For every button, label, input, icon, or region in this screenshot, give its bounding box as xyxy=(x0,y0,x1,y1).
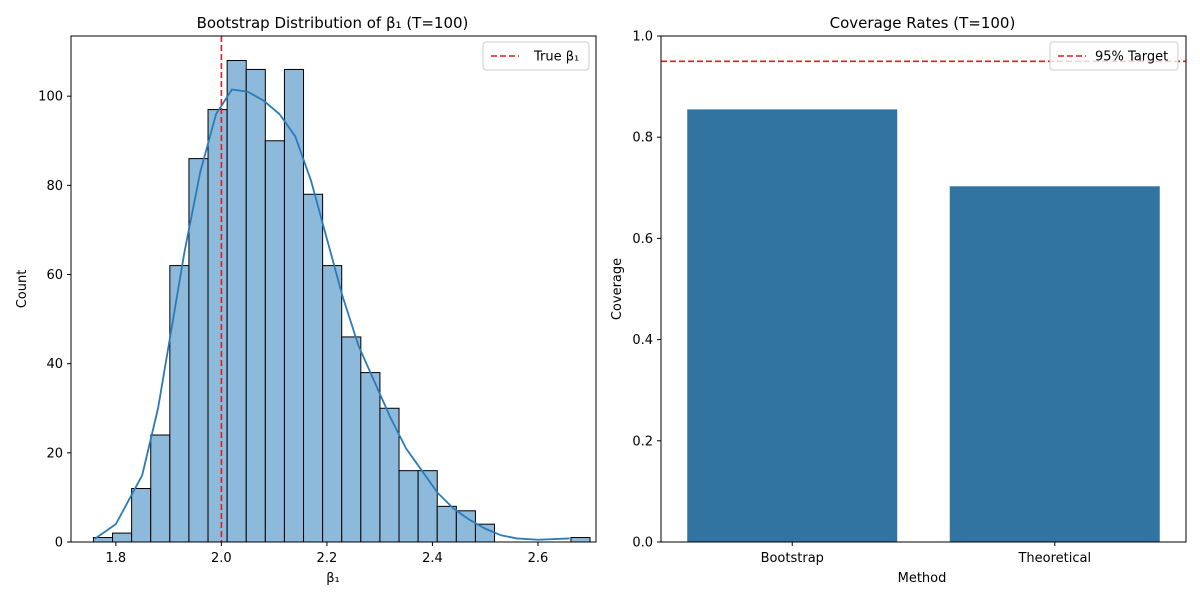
histogram-bar xyxy=(283,68,305,543)
x-tick-label: 2.0 xyxy=(211,551,232,566)
coverage-x-label: Method xyxy=(898,571,947,586)
histogram-bar xyxy=(322,265,343,543)
y-tick-label: 20 xyxy=(46,446,63,461)
coverage-title: Coverage Rates (T=100) xyxy=(830,14,1016,32)
coverage-legend-box xyxy=(1049,41,1179,71)
y-tick-label: 40 xyxy=(46,357,63,372)
histogram-bar xyxy=(245,68,266,543)
histogram-legend-label: True β₁ xyxy=(533,50,579,65)
y-tick-label: 0.6 xyxy=(632,232,653,247)
histogram-bar xyxy=(398,470,419,543)
x-tick-label: 1.8 xyxy=(106,551,127,566)
coverage-bar xyxy=(949,186,1160,543)
y-tick-label: 0 xyxy=(55,536,63,551)
histogram-bar xyxy=(112,532,133,543)
x-tick-label: 2.2 xyxy=(317,551,338,566)
histogram-x-ticks: 1.8 2.0 2.2 2.4 2.6 xyxy=(106,542,549,566)
coverage-legend: 95% Target xyxy=(1049,41,1179,71)
histogram-bar xyxy=(341,336,362,543)
histogram-bar xyxy=(264,140,285,543)
histogram-bar xyxy=(226,60,247,543)
y-tick-label: 100 xyxy=(38,90,63,105)
histogram-bar xyxy=(436,505,457,543)
coverage-axes-frame xyxy=(660,35,1187,543)
y-tick-label: 0.4 xyxy=(632,333,653,348)
coverage-y-ticks: 0.0 0.2 0.4 0.6 0.8 1.0 xyxy=(632,30,661,551)
histogram-title: Bootstrap Distribution of β₁ (T=100) xyxy=(197,14,469,32)
histogram-bars xyxy=(92,60,591,543)
y-tick-label: 0.8 xyxy=(632,131,653,146)
coverage-chart: Coverage Rates (T=100) Bootstrap Theoreti… xyxy=(610,14,1187,586)
x-tick-label: 2.6 xyxy=(528,551,549,566)
histogram-y-ticks: 0 20 40 60 80 100 xyxy=(38,90,71,551)
histogram-y-label: Count xyxy=(15,270,30,309)
histogram-x-label: β₁ xyxy=(326,571,340,586)
coverage-y-label: Coverage xyxy=(610,258,625,320)
coverage-legend-label: 95% Target xyxy=(1095,50,1168,65)
histogram-legend-box xyxy=(482,41,590,71)
histogram-bar xyxy=(455,510,476,543)
histogram-bar xyxy=(207,109,228,543)
histogram-axes-frame xyxy=(70,35,597,543)
x-tick-label: Theoretical xyxy=(1017,551,1091,566)
histogram-bar xyxy=(360,372,381,543)
histogram-bar xyxy=(150,434,171,543)
y-tick-label: 0.0 xyxy=(632,536,653,551)
coverage-x-ticks: Bootstrap Theoretical xyxy=(761,542,1091,566)
histogram-bar xyxy=(169,265,190,543)
histogram-bar xyxy=(131,488,152,543)
y-tick-label: 1.0 xyxy=(632,30,653,45)
histogram-bar xyxy=(474,523,496,543)
histogram-bar xyxy=(303,193,324,543)
y-tick-label: 0.2 xyxy=(632,434,653,449)
histogram-bar xyxy=(570,537,591,543)
coverage-bars xyxy=(687,109,1160,543)
y-tick-label: 60 xyxy=(46,268,63,283)
x-tick-label: 2.4 xyxy=(422,551,443,566)
histogram-legend: True β₁ xyxy=(482,41,590,71)
x-tick-label: Bootstrap xyxy=(761,551,824,566)
histogram-bar xyxy=(417,470,438,543)
y-tick-label: 80 xyxy=(46,179,63,194)
coverage-bar xyxy=(687,109,898,543)
histogram-chart: Bootstrap Distribution of β₁ (T=100) 1.8… xyxy=(15,14,597,586)
kde-curve xyxy=(94,88,570,541)
